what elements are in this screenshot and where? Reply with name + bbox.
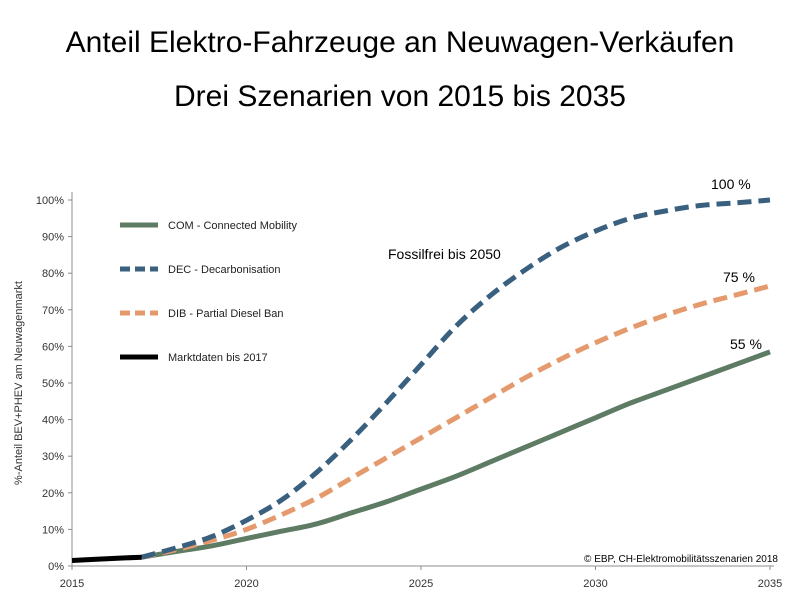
y-tick-label: 20% [42,488,64,500]
annotation-fossilfrei: Fossilfrei bis 2050 [388,246,501,262]
y-tick-label: 60% [42,341,64,353]
annotation-copyright: © EBP, CH-Elektromobilitätsszenarien 201… [584,554,778,565]
legend: COM - Connected Mobility DEC - Decarbonis… [120,220,297,364]
axes: 0% 10% 20% 30% 40% 50% 60% 70% 80% 90% 100% 2015 202… [13,192,782,590]
annotation-55-percent: 55 % [730,336,762,352]
legend-label-marktdaten-bis-2017: Marktdaten bis 2017 [168,352,268,364]
y-tick-label: 0% [48,561,64,573]
series-lines [71,197,771,563]
y-tick-label: 40% [42,415,64,427]
chart-title: Anteil Elektro-Fahrzeuge an Neuwagen-Ver… [65,26,735,59]
y-tick-label: 30% [42,451,64,463]
legend-label-dec-decarbonisation: DEC - Decarbonisation [168,264,281,276]
x-tick-label: 2015 [60,578,84,590]
y-axis-title: %-Anteil BEV+PHEV am Neuwagenmarkt [13,281,25,485]
y-tick-label: 70% [42,305,64,317]
chart-subtitle: Drei Szenarien von 2015 bis 2035 [174,80,626,113]
x-tick-label: 2020 [234,578,258,590]
y-tick-label: 90% [42,232,64,244]
series-line-marktdaten-bis-2017 [71,554,142,563]
legend-label-com-connected-mobility: COM - Connected Mobility [168,220,297,232]
x-tick-label: 2025 [409,578,433,590]
x-tick-label: 2030 [583,578,607,590]
series-line-dib-partial-diesel-ban [141,283,771,560]
annotation-75-percent: 75 % [723,269,755,285]
legend-label-dib-partial-diesel-ban: DIB - Partial Diesel Ban [168,308,284,320]
y-tick-label: 50% [42,378,64,390]
series-line-dec-decarbonisation [141,197,771,560]
y-tick-label: 100% [36,195,64,207]
annotations: Fossilfrei bis 2050 100 % 75 % 55 % © EBP, C… [388,176,778,565]
y-tick-label: 80% [42,268,64,280]
x-tick-label: 2035 [758,578,782,590]
annotation-100-percent: 100 % [711,176,751,192]
y-tick-label: 10% [42,524,64,536]
series-line-com-connected-mobility [141,349,771,560]
